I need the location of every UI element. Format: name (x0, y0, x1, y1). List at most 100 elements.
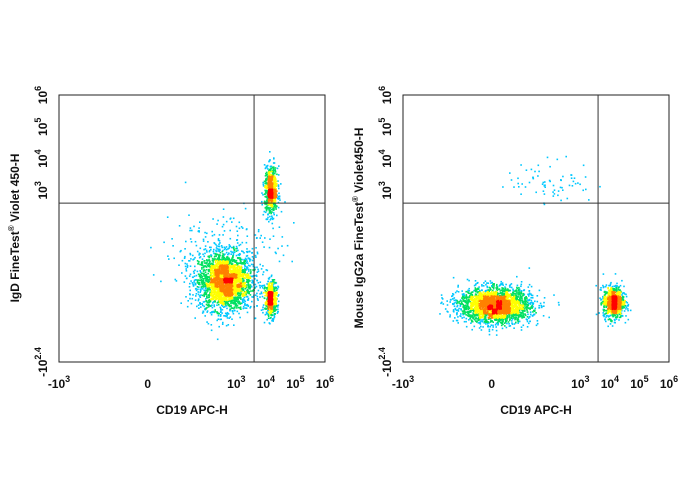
event-dot (529, 307, 531, 310)
event-dot (243, 269, 245, 271)
event-dot (458, 307, 460, 310)
event-dot (237, 298, 239, 301)
event-dot (230, 300, 233, 302)
event-dot (237, 254, 240, 256)
event-dot (211, 257, 214, 260)
event-dot (221, 268, 224, 270)
event-dot (239, 316, 241, 319)
event-dot (467, 315, 470, 317)
event-dot (214, 268, 216, 271)
event-dot (476, 288, 479, 290)
event-dot (204, 291, 207, 293)
event-dot (229, 245, 231, 247)
event-dot (602, 300, 605, 303)
event-dot (463, 312, 465, 315)
event-dot (226, 296, 228, 299)
x-tick-label: 104 (257, 374, 275, 391)
event-dot (229, 283, 231, 285)
event-dot (216, 265, 219, 267)
event-dot (606, 314, 608, 317)
event-dot (236, 281, 239, 283)
event-dot (470, 319, 473, 322)
event-dot (250, 263, 253, 266)
event-dot (616, 286, 618, 289)
event-dot (235, 276, 237, 278)
event-dot (264, 303, 267, 306)
event-dot (598, 312, 600, 314)
event-dot (264, 175, 267, 177)
event-dot (194, 256, 196, 259)
event-dot (227, 279, 229, 281)
event-dot (489, 280, 492, 282)
event-dot (227, 260, 229, 262)
event-dot (461, 317, 463, 319)
event-dot (527, 317, 530, 320)
event-dot (272, 284, 274, 286)
event-dot (273, 191, 275, 194)
event-dot (570, 177, 573, 179)
event-dot (273, 182, 275, 184)
event-dot (470, 311, 472, 313)
event-dot (274, 309, 277, 311)
event-dot (511, 323, 514, 325)
event-dot (235, 284, 237, 286)
event-dot (531, 314, 534, 317)
event-dot (259, 296, 261, 298)
event-dot (272, 281, 274, 283)
event-dot (214, 269, 216, 272)
event-dot (240, 302, 242, 305)
event-dot (272, 175, 275, 178)
event-dot (477, 318, 480, 321)
event-dot (508, 323, 510, 325)
event-dot (246, 260, 248, 263)
event-dot (203, 260, 205, 262)
event-dot (624, 321, 627, 324)
event-dot (205, 298, 207, 300)
event-dot (218, 250, 221, 253)
event-dot (213, 273, 216, 275)
event-dot (274, 282, 276, 285)
event-dot (248, 268, 250, 271)
event-dot (246, 299, 249, 301)
event-dot (273, 281, 275, 283)
event-dot (251, 252, 253, 254)
event-dot (242, 250, 244, 253)
event-dot (271, 177, 273, 179)
event-dots (150, 151, 295, 341)
event-dot (219, 302, 222, 304)
event-dot (216, 287, 218, 290)
event-dot (234, 285, 236, 287)
event-dot (237, 280, 240, 283)
event-dot (234, 296, 236, 299)
event-dot (254, 283, 257, 286)
event-dot (219, 274, 221, 277)
event-dot (204, 265, 206, 267)
event-dot (233, 299, 236, 302)
event-dot (199, 270, 201, 272)
event-dot (264, 182, 266, 185)
event-dot (216, 302, 219, 304)
event-dot (270, 176, 272, 178)
event-dot (487, 282, 490, 284)
event-dot (195, 287, 197, 290)
event-dot (199, 263, 201, 266)
event-dot (221, 323, 224, 325)
event-dot (239, 243, 242, 246)
event-dot (223, 260, 225, 262)
event-dot (512, 294, 514, 296)
event-dot (468, 287, 470, 290)
event-dot (226, 307, 228, 310)
event-dot (238, 227, 241, 230)
event-dot (271, 203, 273, 205)
event-dot (267, 199, 270, 202)
event-dot (560, 199, 562, 202)
event-dot (222, 284, 225, 287)
event-dot (213, 281, 215, 283)
event-dot (619, 316, 622, 319)
event-dot (456, 290, 458, 292)
event-dot (270, 291, 273, 293)
event-dot (225, 270, 227, 273)
event-dot (271, 211, 273, 213)
event-dot (210, 268, 213, 271)
event-dot (202, 288, 204, 290)
